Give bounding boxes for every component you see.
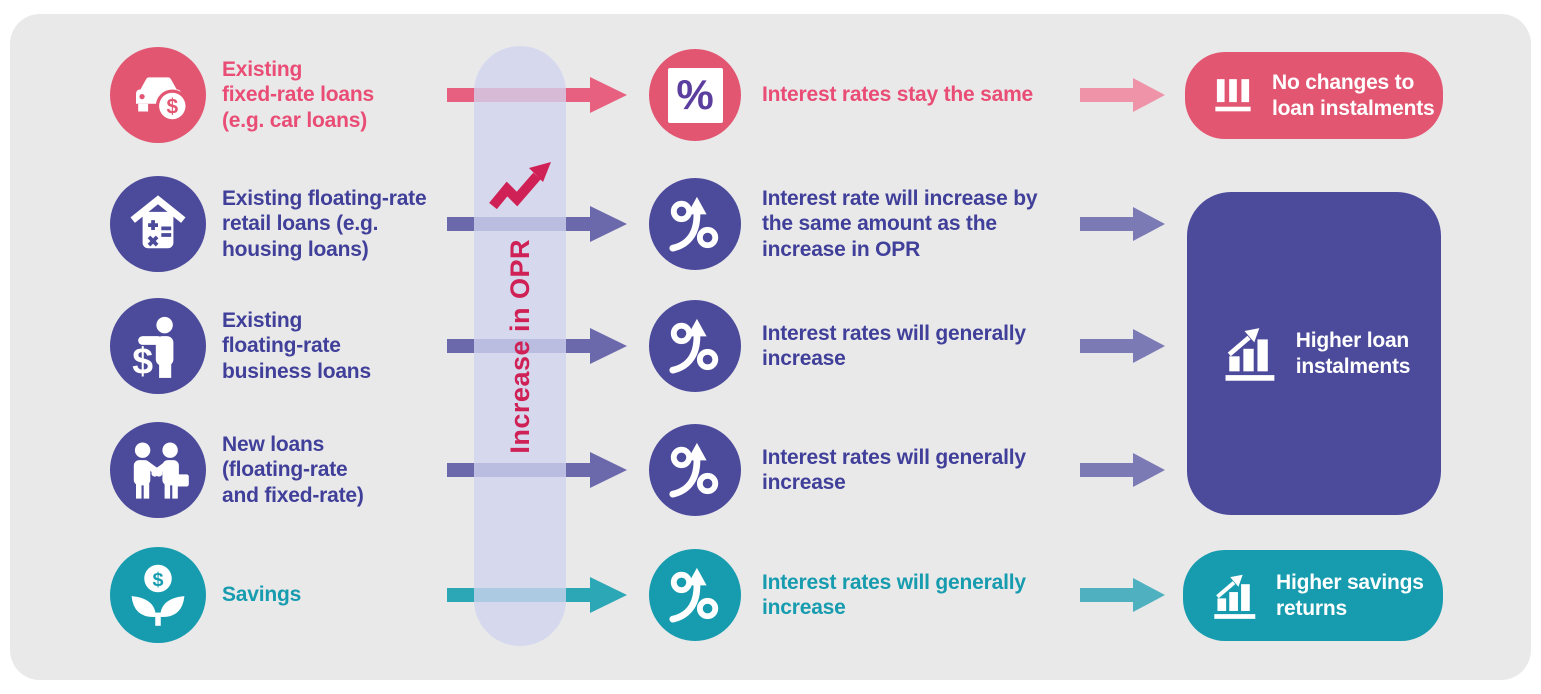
outcome-label: No changes to loan instalments [1272,71,1435,120]
percent-icon: % [649,49,741,141]
percent-increase-icon [649,300,741,392]
handshake-people-icon [110,422,206,518]
flow-arrow-icon [1080,453,1165,487]
svg-text:$: $ [166,96,178,119]
savings-plant-coin-icon: $ [110,547,206,643]
outcome-label: Higher savings returns [1276,571,1424,620]
flow-arrow-icon [1080,78,1165,112]
flow-arrow-icon [1080,578,1165,612]
percent-increase-icon [649,178,741,270]
equal-bars-icon [1215,78,1251,111]
percent-increase-icon [649,549,741,641]
effect-label: Interest rate will increase by the same … [762,187,1038,261]
outcome-no-changes-box: No changes to loan instalments [1185,52,1443,139]
business-person-dollar-icon: $ [110,298,206,394]
flow-arrow-icon [1080,207,1165,241]
effect-label: Interest rates stay the same [762,83,1034,107]
outcome-higher-loan-box: Higher loan instalments [1187,192,1441,515]
source-label: Existing floating-rate retail loans (e.g… [222,187,427,261]
source-label: Savings [222,583,302,607]
opr-band: Increase in OPR [474,46,566,646]
effect-label: Interest rates will generally increase [762,570,1026,619]
outcome-higher-savings-box: Higher savings returns [1183,550,1443,641]
house-calculator-icon [110,176,206,272]
svg-text:$: $ [132,340,153,380]
outcome-label: Higher loan instalments [1295,329,1411,378]
rising-bar-chart-icon [1225,328,1275,381]
source-label: New loans (floating-rate and fixed-rate) [222,433,364,507]
rising-bar-chart-icon [1214,574,1256,619]
effect-label: Interest rates will generally increase [762,321,1026,370]
percent-increase-icon [649,424,741,516]
flow-arrow-icon [1080,329,1165,363]
svg-text:$: $ [152,569,163,591]
source-label: Existing floating-rate business loans [222,309,371,383]
source-label: Existing fixed-rate loans (e.g. car loan… [222,58,375,132]
opr-band-label: Increase in OPR [504,238,535,454]
trending-up-zigzag-icon [489,162,551,210]
car-loan-icon: $ [110,47,206,143]
effect-label: Interest rates will generally increase [762,445,1026,494]
